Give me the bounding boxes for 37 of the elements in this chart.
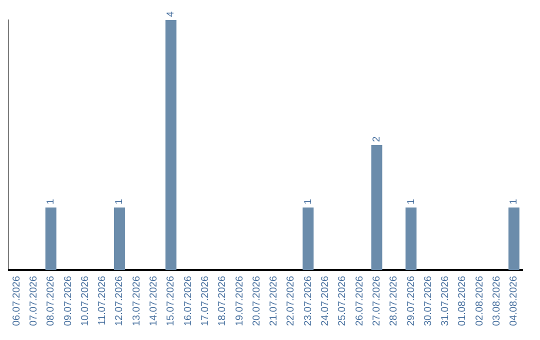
x-tick-label: 20.07.2026 <box>251 276 262 326</box>
x-tick-label: 31.07.2026 <box>440 276 452 326</box>
x-tick-label: 06.07.2026 <box>11 276 22 326</box>
x-tick-label: 27.07.2026 <box>371 276 382 326</box>
data-label: 4 <box>166 11 177 17</box>
x-tick-label: 07.07.2026 <box>28 276 40 326</box>
x-tick-label: 11.07.2026 <box>97 276 108 326</box>
x-tick-label: 10.07.2026 <box>80 276 91 326</box>
x-tick-label: 28.07.2026 <box>388 276 400 326</box>
data-label: 1 <box>508 198 520 204</box>
x-tick-label: 01.08.2026 <box>457 276 468 326</box>
x-tick-label: 17.07.2026 <box>200 276 211 326</box>
x-tick-label: 12.07.2026 <box>114 276 126 326</box>
data-label: 2 <box>371 136 382 142</box>
x-tick-label: 15.07.2026 <box>166 276 177 326</box>
x-tick-label: 14.07.2026 <box>148 276 160 326</box>
x-tick-label: 18.07.2026 <box>217 276 228 326</box>
data-label: 1 <box>46 198 57 204</box>
x-tick-label: 08.07.2026 <box>46 276 57 326</box>
x-tick-label: 04.08.2026 <box>508 276 520 326</box>
x-tick-label: 26.07.2026 <box>354 276 366 326</box>
x-tick-label: 16.07.2026 <box>182 276 194 326</box>
x-tick-label: 24.07.2026 <box>320 276 332 326</box>
x-tick-label: 21.07.2026 <box>268 276 280 326</box>
x-tick-label: 30.07.2026 <box>422 276 434 326</box>
x-tick-label: 22.07.2026 <box>286 276 297 326</box>
x-tick-label: 23.07.2026 <box>302 276 314 326</box>
x-tick-label: 19.07.2026 <box>234 276 246 326</box>
data-label: 1 <box>302 198 314 204</box>
data-label: 1 <box>406 198 417 204</box>
x-tick-label: 09.07.2026 <box>62 276 74 326</box>
data-label: 1 <box>114 198 126 204</box>
x-tick-label: 03.08.2026 <box>492 276 503 326</box>
x-tick-label: 29.07.2026 <box>406 276 417 326</box>
x-tick-label: 25.07.2026 <box>337 276 348 326</box>
x-tick-label: 02.08.2026 <box>474 276 486 326</box>
x-tick-label: 13.07.2026 <box>131 276 142 326</box>
